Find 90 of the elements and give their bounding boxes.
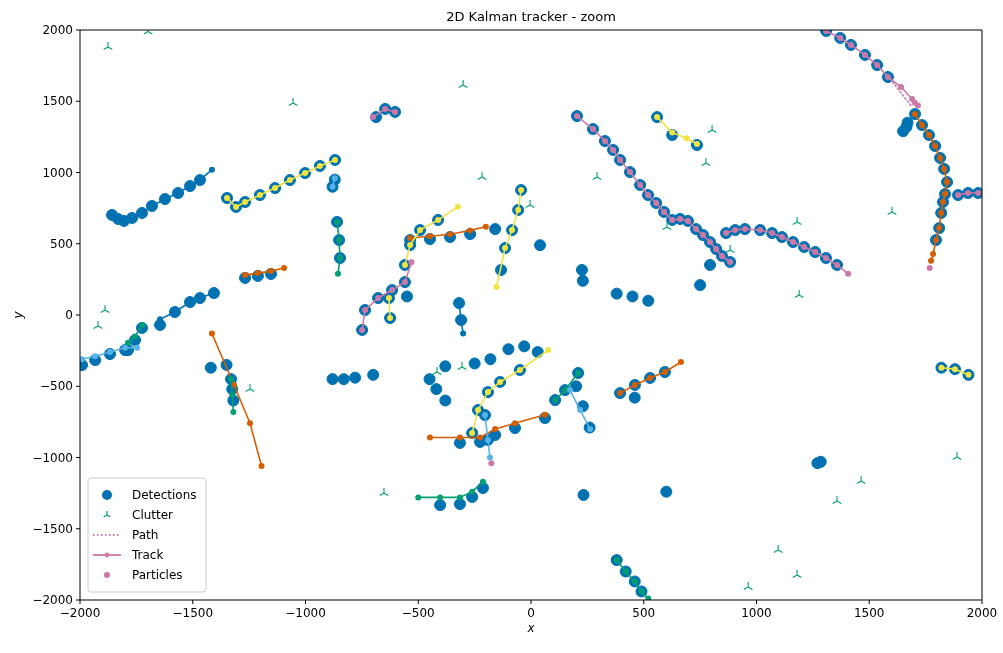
point [493, 284, 500, 291]
point [245, 383, 255, 393]
point [258, 463, 265, 470]
point [93, 320, 103, 330]
point [230, 408, 237, 415]
point [488, 460, 495, 467]
y-tick-label: −500 [40, 379, 73, 394]
point [792, 216, 802, 225]
legend-label: Detections [132, 488, 197, 502]
point [479, 478, 486, 485]
point [792, 569, 802, 579]
point [454, 203, 461, 210]
point [887, 206, 897, 216]
y-axis-title: y [11, 310, 25, 320]
point [794, 289, 804, 299]
y-tick-label: 0 [65, 308, 73, 322]
y-tick-label: 500 [50, 236, 73, 251]
point [832, 495, 842, 505]
chart-title: 2D Kalman tracker - zoom [446, 9, 616, 24]
point [773, 544, 783, 554]
point [486, 454, 493, 461]
point [456, 434, 463, 441]
point [460, 330, 467, 337]
point [743, 581, 754, 591]
x-tick-label: 1500 [853, 606, 885, 620]
point [930, 251, 937, 258]
point [662, 221, 672, 231]
x-axis-title: x [526, 621, 536, 635]
y-tick-label: −2000 [32, 593, 73, 607]
point [456, 494, 463, 501]
point [457, 361, 467, 371]
legend-label: Particles [132, 568, 183, 582]
point [511, 420, 518, 427]
point [408, 259, 415, 266]
point [482, 223, 489, 230]
point [845, 270, 852, 277]
point [469, 488, 476, 495]
point [288, 97, 298, 107]
x-tick-label: 500 [632, 606, 656, 620]
x-tick-label: 1000 [741, 606, 772, 620]
point [545, 347, 552, 354]
point [432, 366, 442, 376]
y-tick-label: 1000 [42, 165, 73, 180]
legend-label: Track [131, 548, 164, 562]
y-tick-label: −1500 [32, 521, 73, 536]
point [592, 171, 602, 181]
point [725, 244, 735, 254]
point [208, 330, 215, 337]
point [477, 434, 484, 441]
point [477, 171, 487, 181]
y-tick-label: −1000 [32, 450, 73, 465]
point [100, 304, 110, 314]
point [208, 166, 215, 173]
point [926, 264, 933, 271]
point [677, 359, 684, 366]
point [229, 391, 236, 398]
point [247, 420, 254, 427]
point [683, 135, 690, 142]
x-tick-label: −1000 [285, 606, 326, 620]
point [437, 494, 444, 501]
x-tick-label: 0 [527, 606, 535, 620]
point [458, 79, 468, 89]
x-tick-label: −1500 [172, 606, 214, 620]
x-tick-label: 2000 [966, 606, 998, 620]
point [909, 95, 916, 102]
x-tick-label: −500 [401, 606, 435, 620]
point [134, 344, 141, 351]
point [334, 270, 341, 277]
point [928, 257, 935, 264]
point [856, 475, 866, 485]
point [492, 426, 499, 432]
legend-label: Clutter [132, 508, 174, 522]
point [577, 407, 584, 414]
legend-label: Path [132, 528, 159, 542]
point [952, 451, 962, 461]
y-tick-label: 2000 [42, 23, 73, 37]
y-tick-label: 1500 [42, 94, 73, 109]
point [281, 264, 288, 271]
point [707, 124, 717, 134]
point [103, 41, 113, 51]
point [426, 434, 433, 441]
point [125, 339, 132, 346]
point [379, 487, 389, 497]
point [231, 381, 238, 388]
x-tick-label: −2000 [59, 606, 101, 620]
point [701, 157, 711, 166]
point [415, 494, 422, 501]
point [567, 387, 574, 394]
point [898, 84, 905, 90]
point [525, 199, 535, 209]
